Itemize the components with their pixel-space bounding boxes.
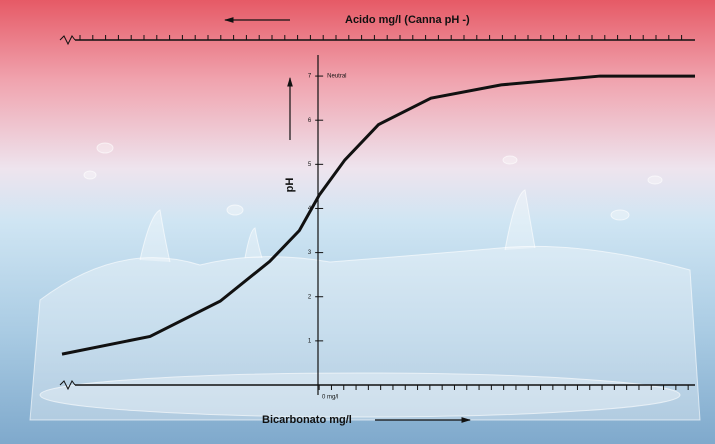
y-tick-label: 2 [308, 294, 312, 300]
origin-label: 0 mg/l [322, 395, 338, 401]
axis-break [59, 35, 76, 46]
y-tick-label: 6 [308, 118, 312, 124]
y-tick-label: 7 [308, 74, 312, 80]
x-axis-label: Bicarbonato mg/l [262, 414, 352, 426]
top-axis-label: Acido mg/l (Canna pH -) [345, 14, 470, 26]
y-axis-label: pH [284, 178, 296, 193]
y-tick-label: 3 [308, 250, 312, 256]
y-tick-label: 1 [308, 338, 312, 344]
y-tick-label: 5 [308, 162, 312, 168]
neutral-label: Neutral [327, 74, 346, 80]
ph-curve [61, 74, 695, 356]
axis-break [59, 380, 76, 391]
water-splash [29, 142, 701, 421]
